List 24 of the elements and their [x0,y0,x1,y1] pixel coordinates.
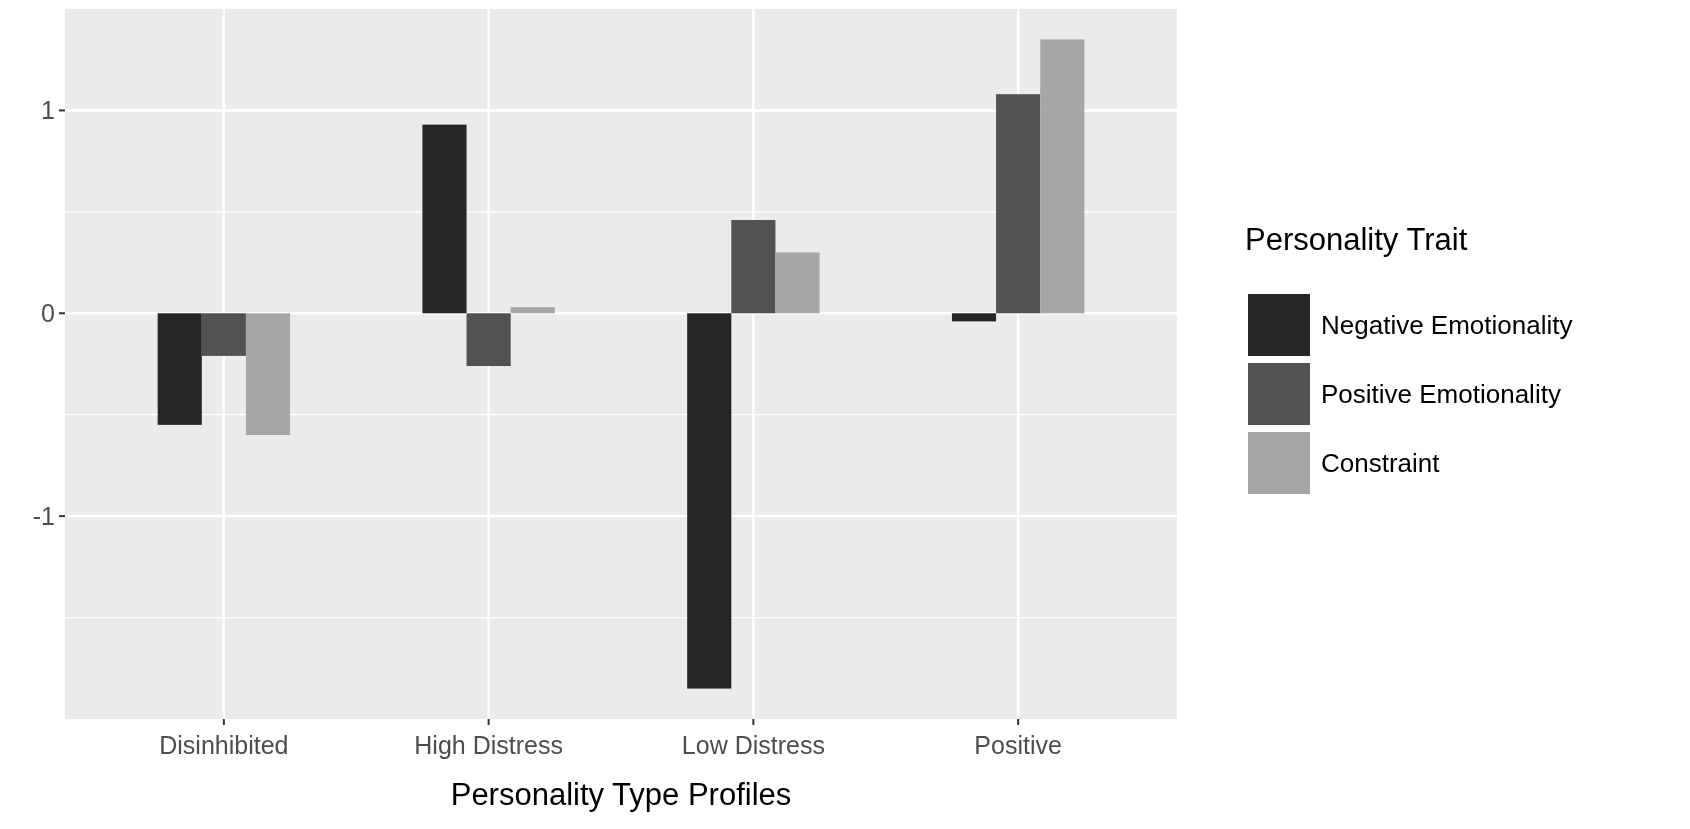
bar [731,219,776,314]
bar [687,313,732,689]
legend-label: Positive Emotionality [1321,379,1561,410]
y-tick-label: 1 [41,96,55,125]
y-tick-label: -1 [32,501,55,530]
legend-label: Constraint [1321,448,1441,479]
x-axis-title: Personality Type Profiles [450,777,792,812]
x-tick-label: Low Distress [681,731,825,759]
x-tick-label: Disinhibited [159,731,289,759]
bar [996,94,1041,314]
bar [510,307,555,314]
bar [245,313,291,435]
bar [201,313,246,356]
bar [1040,39,1085,314]
y-tick-label: 0 [41,299,55,328]
legend-label: Negative Emotionality [1321,310,1573,341]
legend-title: Personality Trait [1245,222,1468,257]
x-tick-label: High Distress [414,731,563,759]
x-tick-label: Positive [974,731,1062,759]
bar [157,313,202,425]
bar [422,124,467,314]
bar [466,313,511,367]
bar [775,252,820,314]
bar [951,313,997,322]
